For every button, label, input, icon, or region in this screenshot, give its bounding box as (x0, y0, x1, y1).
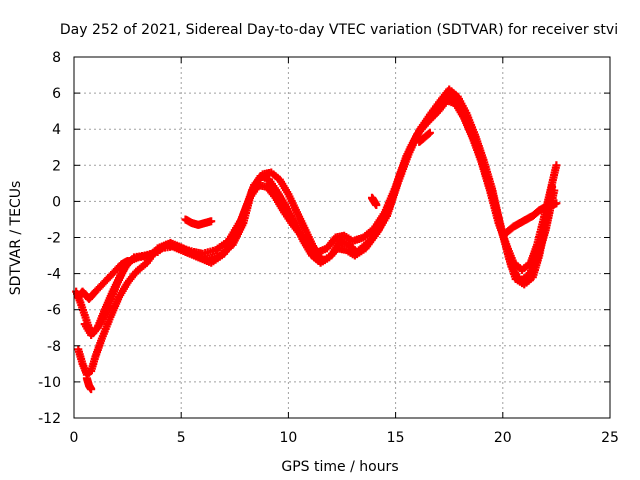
data-point (372, 201, 381, 210)
y-tick-label: -2 (47, 231, 61, 247)
chart-title: Day 252 of 2021, Sidereal Day-to-day VTE… (60, 22, 618, 38)
series-track-1 (72, 96, 561, 338)
series-fragments (74, 128, 561, 394)
y-tick-label: 6 (52, 86, 61, 102)
x-tick-label: 25 (601, 430, 619, 446)
y-tick-label: 4 (52, 122, 61, 138)
data-point (207, 217, 216, 226)
grid (74, 57, 610, 418)
axis-ticks: 0 5 10 15 20 25 -12 -10 -8 -6 -4 -2 0 2 4 6 8 (38, 50, 619, 446)
series-track-3 (80, 90, 559, 339)
y-tick-label: -10 (38, 375, 61, 391)
data-point (425, 128, 434, 137)
data-point (550, 186, 559, 195)
y-tick-label: 2 (52, 158, 61, 174)
data-point (123, 256, 132, 265)
data-points (72, 85, 561, 394)
y-tick-label: 0 (52, 194, 61, 210)
x-axis-label: GPS time / hours (281, 459, 398, 475)
data-point (552, 199, 561, 208)
y-tick-label: -4 (47, 267, 61, 283)
x-tick-label: 15 (387, 430, 405, 446)
x-tick-label: 10 (279, 430, 297, 446)
data-point (87, 385, 96, 394)
y-tick-label: -8 (47, 339, 61, 355)
x-tick-label: 20 (494, 430, 512, 446)
y-tick-label: -12 (38, 411, 61, 427)
x-tick-label: 5 (177, 430, 186, 446)
y-axis-label: SDTVAR / TECUs (8, 181, 24, 296)
y-tick-label: -6 (47, 303, 61, 319)
data-point (552, 161, 561, 170)
x-tick-label: 0 (70, 430, 79, 446)
y-tick-label: 8 (52, 50, 61, 66)
